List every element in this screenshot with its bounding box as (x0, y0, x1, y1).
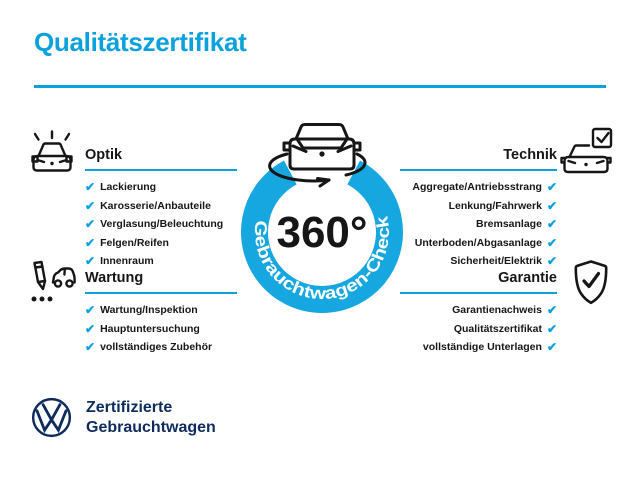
vw-logo (31, 397, 72, 438)
pencil-car-checklist-icon (31, 260, 76, 302)
list-item: Lenkung/Fahrwerk ✔ (400, 197, 557, 216)
list-item-label: Felgen/Reifen (100, 236, 169, 249)
list-item-label: Qualitätszertifikat (453, 322, 542, 335)
footer-claim-line2: Gebrauchtwagen (86, 419, 216, 436)
header-divider (34, 85, 606, 88)
check-icon: ✔ (546, 217, 557, 232)
list-item: ✔ Verglasung/Beleuchtung (85, 215, 237, 234)
section-underline (85, 169, 237, 171)
section-heading: Optik (85, 147, 123, 163)
list-item: Qualitätszertifikat ✔ (400, 320, 557, 339)
list-item-label: Lackierung (100, 181, 157, 193)
footer-claim-line1: Zertifizierte (86, 399, 173, 416)
section-heading: Technik (503, 147, 557, 163)
check-icon: ✔ (546, 321, 557, 336)
check-icon: ✔ (85, 198, 96, 213)
list-item: ✔ Felgen/Reifen (85, 234, 237, 253)
section-optik: Optik ✔ Lackierung ✔ Karosserie/Anbauteile… (85, 146, 237, 271)
badge-degree-label: 360° (276, 208, 367, 257)
check-icon: ✔ (546, 235, 557, 250)
check-icon: ✔ (85, 235, 96, 250)
list-item: Sicherheit/Elektrik ✔ (400, 252, 557, 271)
list-item: ✔ Wartung/Inspektion (85, 301, 237, 320)
check-icon: ✔ (546, 254, 557, 269)
list-item-label: Bremsanlage (475, 218, 542, 230)
page-title: Qualitätszertifikat (34, 27, 247, 57)
list-item-label: Wartung/Inspektion (100, 304, 198, 316)
list-item: ✔ Hauptuntersuchung (85, 320, 237, 339)
check-icon: ✔ (85, 321, 96, 336)
section-underline (400, 169, 557, 171)
check-icon: ✔ (546, 198, 557, 213)
list-item: ✔ vollständiges Zubehör (85, 338, 237, 357)
check-icon: ✔ (85, 340, 96, 355)
list-item: Aggregate/Antriebsstrang ✔ (400, 178, 557, 197)
list-item: ✔ Karosserie/Anbauteile (85, 197, 237, 216)
list-item-label: Sicherheit/Elektrik (450, 255, 542, 267)
shiny-car-icon (31, 130, 73, 172)
list-item-label: vollständige Unterlagen (422, 341, 542, 353)
list-item-label: Hauptuntersuchung (100, 322, 200, 335)
list-item-label: Lenkung/Fahrwerk (448, 199, 542, 212)
360-check-badge: Gebrauchtwagen-Check 360° (241, 123, 403, 313)
list-item-label: vollständiges Zubehör (100, 341, 213, 353)
car-checkbox-icon (560, 127, 613, 174)
section-wartung: Wartung ✔ Wartung/Inspektion ✔ Hauptunters… (85, 269, 237, 357)
list-item: ✔ Lackierung (85, 178, 237, 197)
section-heading: Wartung (85, 270, 144, 286)
check-icon: ✔ (546, 303, 557, 318)
list-item: ✔ Innenraum (85, 252, 237, 271)
list-item-label: Verglasung/Beleuchtung (100, 218, 224, 230)
check-icon: ✔ (546, 180, 557, 195)
check-icon: ✔ (85, 217, 96, 232)
list-item-label: Karosserie/Anbauteile (100, 199, 211, 212)
badge-ring (241, 160, 403, 313)
section-underline (85, 292, 237, 294)
check-icon: ✔ (85, 254, 96, 269)
footer-claim: Zertifizierte Gebrauchtwagen (86, 398, 216, 438)
section-heading: Garantie (498, 270, 557, 286)
shield-check-icon (574, 260, 608, 305)
list-item: Bremsanlage ✔ (400, 215, 557, 234)
list-item-label: Garantienachweis (452, 304, 542, 316)
section-underline (400, 292, 557, 294)
list-item-label: Innenraum (100, 255, 154, 267)
section-garantie: Garantie Garantienachweis ✔ Qualitätszert… (400, 269, 557, 357)
check-icon: ✔ (546, 340, 557, 355)
list-item: Unterboden/Abgasanlage ✔ (400, 234, 557, 253)
list-item-label: Unterboden/Abgasanlage (414, 236, 542, 249)
list-item: vollständige Unterlagen ✔ (400, 338, 557, 357)
check-icon: ✔ (85, 180, 96, 195)
section-technik: Technik Aggregate/Antriebsstrang ✔ Lenkun… (400, 146, 557, 271)
car-360-rotation-icon (268, 123, 367, 188)
list-item: Garantienachweis ✔ (400, 301, 557, 320)
list-item-label: Aggregate/Antriebsstrang (412, 181, 542, 193)
check-icon: ✔ (85, 303, 96, 318)
